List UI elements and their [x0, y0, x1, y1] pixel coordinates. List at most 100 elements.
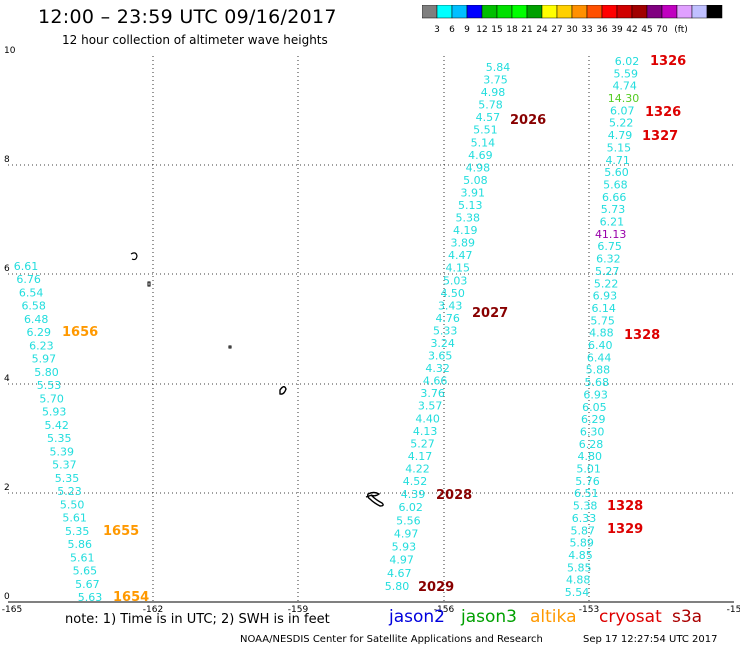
pass-time-label: 2027 [472, 306, 508, 321]
pass-time-label: 2026 [510, 113, 546, 128]
x-tick-label: -165 [2, 605, 22, 615]
color-scale-label: 27 [551, 25, 562, 35]
wave-height-value: 4.40 [415, 412, 440, 425]
wave-height-value: 4.69 [468, 149, 493, 162]
wave-height-value: 6.07 [610, 104, 635, 117]
wave-height-value: 5.75 [590, 314, 615, 327]
color-scale-label: 21 [521, 25, 532, 35]
wave-height-value: 4.19 [453, 224, 478, 237]
wave-height-value: 5.60 [604, 166, 629, 179]
wave-height-value: 5.39 [50, 445, 75, 458]
wave-height-value: 5.68 [585, 376, 610, 389]
wave-height-value: 4.17 [408, 450, 433, 463]
wave-height-value: 5.80 [385, 580, 410, 593]
wave-height-value: 4.67 [387, 567, 412, 580]
wave-height-value: 6.61 [14, 260, 39, 273]
color-scale-label: 33 [581, 25, 592, 35]
color-scale-label: (ft) [674, 25, 688, 35]
wave-height-value: 6.32 [596, 253, 621, 266]
chart-title: 12:00 – 23:59 UTC 09/16/2017 [38, 6, 337, 28]
wave-height-value: 5.61 [70, 551, 95, 564]
satellite-legend-jason3: jason3 [461, 607, 517, 627]
wave-height-value: 4.74 [612, 80, 637, 93]
wave-height-value: 5.86 [68, 538, 93, 551]
color-scale-label: 18 [506, 25, 518, 35]
wave-height-value: 5.67 [75, 578, 100, 591]
wave-height-value: 5.50 [60, 498, 85, 511]
wave-height-value: 4.97 [394, 527, 419, 540]
wave-height-value: 3.75 [483, 74, 508, 87]
wave-height-value: 5.68 [603, 179, 628, 192]
pass-time-label: 1328 [607, 499, 643, 514]
y-tick-label: 6 [4, 264, 10, 274]
wave-height-value: 5.38 [573, 500, 598, 513]
island-outline [228, 345, 232, 349]
wave-height-value: 5.70 [39, 392, 64, 405]
wave-height-value: 3.43 [438, 299, 463, 312]
wave-height-value: 5.73 [601, 203, 626, 216]
color-scale-label: 24 [536, 25, 548, 35]
wave-height-value: 5.76 [575, 475, 600, 488]
wave-height-value: 6.33 [572, 512, 597, 525]
wave-height-value: 5.03 [443, 274, 468, 287]
pass-time-label: 1328 [624, 328, 660, 343]
wave-height-value: 5.38 [456, 212, 481, 225]
footnote: note: 1) Time is in UTC; 2) SWH is in fe… [65, 612, 330, 627]
wave-height-value: 5.35 [55, 472, 80, 485]
wave-height-value: 4.13 [413, 425, 438, 438]
x-tick-label: -153 [579, 605, 599, 615]
wave-height-value: 5.53 [37, 379, 62, 392]
wave-height-value: 6.14 [591, 302, 616, 315]
wave-height-value: 5.56 [396, 514, 421, 527]
color-scale-label: 6 [449, 25, 455, 35]
wave-height-value: 5.65 [73, 565, 98, 578]
wave-height-value: 6.51 [574, 487, 599, 500]
wave-height-value: 5.89 [569, 537, 594, 550]
satellite-legend-cryosat: cryosat [599, 607, 662, 627]
wave-height-value: 4.50 [440, 287, 465, 300]
island-outline [130, 252, 138, 261]
island-outline [147, 281, 151, 287]
wave-height-value: 4.88 [566, 574, 591, 587]
color-scale-label: 42 [626, 25, 637, 35]
chart-subtitle: 12 hour collection of altimeter wave hei… [62, 33, 328, 47]
wave-height-value: 5.22 [594, 277, 619, 290]
wave-height-value: 5.35 [47, 432, 72, 445]
wave-height-value: 4.79 [608, 129, 633, 142]
wave-height-value: 5.88 [586, 364, 611, 377]
pass-time-label: 1327 [642, 129, 678, 144]
wave-height-value: 6.93 [583, 388, 608, 401]
y-tick-label: 0 [4, 592, 10, 602]
wave-height-value: 6.30 [580, 426, 605, 439]
wave-height-value: 4.97 [389, 554, 414, 567]
wave-height-value: 6.75 [597, 240, 622, 253]
satellite-legend-s3a: s3a [672, 607, 703, 627]
color-scale-label: 3 [434, 25, 440, 35]
island-outline [279, 386, 287, 395]
wave-height-value: 6.44 [587, 351, 612, 364]
wave-height-value: 6.54 [19, 287, 44, 300]
pass-time-label: 1655 [103, 524, 139, 539]
color-scale-label: 15 [491, 25, 502, 35]
wave-height-value: 6.21 [600, 216, 625, 229]
wave-height-value: 5.97 [32, 353, 57, 366]
wave-height-value: 5.22 [609, 117, 634, 130]
generated-timestamp: Sep 17 12:27:54 UTC 2017 [583, 634, 718, 645]
wave-height-value: 5.42 [44, 419, 69, 432]
wave-height-value: 4.80 [578, 450, 603, 463]
wave-height-value: 6.05 [582, 401, 607, 414]
wave-height-value: 5.01 [576, 463, 601, 476]
wave-height-value: 3.76 [420, 387, 445, 400]
wave-height-value: 5.93 [392, 541, 417, 554]
wave-height-value: 4.39 [401, 488, 426, 501]
pass-time-label: 1656 [62, 325, 98, 340]
wave-height-value: 4.32 [425, 362, 450, 375]
x-tick-label: -156 [434, 605, 455, 615]
pass-time-label: 1326 [645, 105, 681, 120]
wave-height-value: 3.91 [461, 187, 486, 200]
wave-height-value: 6.58 [21, 300, 46, 313]
color-scale-label: 45 [641, 25, 652, 35]
satellite-legend-jason2: jason2 [389, 607, 445, 627]
color-scale-label: 9 [464, 25, 470, 35]
island-outline [365, 494, 373, 498]
